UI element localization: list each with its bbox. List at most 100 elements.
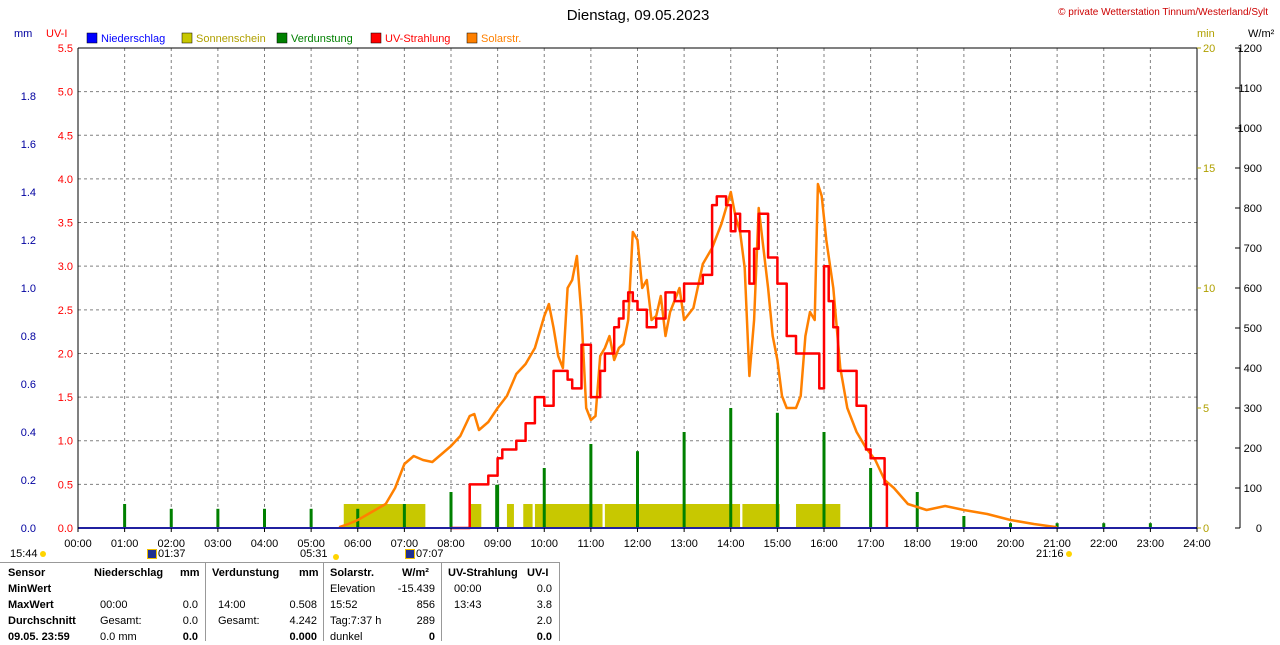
- mm-tick-label: 0.2: [21, 475, 36, 487]
- evaporation-bar: [1148, 523, 1152, 528]
- sunshine-block: [469, 504, 482, 528]
- moonset-time: 15:44: [10, 548, 38, 560]
- stat-s-time: Tag:7:37 h: [330, 615, 382, 627]
- uv-tick-label: 3.5: [58, 218, 73, 230]
- column-divider: [323, 562, 324, 641]
- stat-s-val: 289: [416, 615, 435, 627]
- header-niederschlag-unit: mm: [180, 567, 200, 579]
- header-solar-unit: W/m²: [402, 567, 429, 579]
- x-tick-label: 09:00: [484, 538, 512, 550]
- stat-v-time: 14:00: [218, 599, 246, 611]
- min-tick-label: 20: [1203, 43, 1215, 55]
- stat-n-val: 0.0: [182, 599, 198, 611]
- sunshine-block: [506, 504, 514, 528]
- mm-tick-label: 0.6: [21, 379, 36, 391]
- stat-n-time: 0.0 mm: [100, 631, 137, 643]
- min-tick-label: 0: [1203, 523, 1209, 535]
- min-tick-label: 10: [1203, 283, 1215, 295]
- legend-swatch: [466, 32, 478, 44]
- stat-s-time: Elevation: [330, 583, 376, 595]
- x-tick-label: 15:00: [764, 538, 792, 550]
- uv-tick-label: 0.0: [58, 523, 73, 535]
- sunrise-marker: 05:31: [300, 548, 328, 560]
- wm2-tick-label: 1000: [1238, 123, 1262, 135]
- sunset-marker: 21:16: [1036, 548, 1072, 560]
- uv-tick-label: 5.5: [58, 43, 73, 55]
- uv-tick-label: 1.0: [58, 436, 73, 448]
- stat-label: MaxWert: [8, 599, 54, 611]
- header-uv: UV-Strahlung: [448, 567, 518, 579]
- wm2-tick-label: 0: [1256, 523, 1262, 535]
- evaporation-bar: [402, 504, 406, 528]
- mm-tick-label: 1.4: [21, 187, 36, 199]
- moonset-marker: 15:44: [10, 548, 46, 560]
- moon-icon: [147, 549, 157, 560]
- wm2-tick-label: 900: [1244, 163, 1262, 175]
- legend-label: Verdunstung: [291, 33, 353, 45]
- uv-radiation-line: [451, 195, 889, 530]
- evaporation-bar: [216, 508, 220, 528]
- mm-axis-label: mm: [14, 28, 32, 40]
- header-niederschlag: Niederschlag: [94, 567, 164, 579]
- x-tick-label: 04:00: [251, 538, 279, 550]
- evaporation-bar: [449, 492, 453, 528]
- evaporation-bar: [822, 432, 826, 528]
- header-sensor: Sensor: [8, 567, 46, 579]
- wm2-tick-label: 700: [1244, 243, 1262, 255]
- chart-grid: [78, 48, 1197, 528]
- stat-u-val: 0.0: [536, 631, 552, 643]
- uv-tick-label: 4.0: [58, 174, 73, 186]
- sunshine-block: [742, 504, 780, 528]
- evaporation-bar: [496, 484, 500, 528]
- column-divider: [205, 562, 206, 641]
- header-uv-unit: UV-I: [527, 567, 549, 579]
- mm-tick-label: 1.6: [21, 139, 36, 151]
- x-tick-label: 03:00: [204, 538, 232, 550]
- x-tick-label: 12:00: [624, 538, 652, 550]
- wm2-tick-label: 400: [1244, 363, 1262, 375]
- statistics-table: Sensor Niederschlag mm Verdunstung mm So…: [0, 562, 1280, 643]
- x-tick-label: 19:00: [950, 538, 978, 550]
- sun-icon: [39, 551, 46, 558]
- mm-tick-label: 1.8: [21, 91, 36, 103]
- chart-title: Dienstag, 09.05.2023: [567, 7, 710, 24]
- x-tick-label: 08:00: [437, 538, 465, 550]
- moonrise-marker: 01:37: [147, 548, 186, 560]
- evaporation-bar: [869, 468, 873, 528]
- stat-n-time: Gesamt:: [100, 615, 142, 627]
- stat-s-val: 856: [416, 599, 435, 611]
- evaporation-bar: [169, 508, 173, 528]
- legend-label: Solarstr.: [481, 33, 521, 45]
- evaporation-bar: [263, 508, 266, 528]
- legend-swatch: [276, 32, 288, 44]
- x-tick-label: 13:00: [670, 538, 698, 550]
- evaporation-bar: [589, 444, 593, 528]
- uv-tick-label: 2.5: [58, 305, 73, 317]
- stat-u-time: 00:00: [454, 583, 482, 595]
- wm2-tick-label: 500: [1244, 323, 1262, 335]
- x-tick-label: 17:00: [857, 538, 885, 550]
- evaporation-bar: [915, 492, 919, 528]
- column-divider: [559, 562, 560, 641]
- stat-n-val: 0.0: [182, 631, 198, 643]
- wm2-tick-label: 100: [1244, 483, 1262, 495]
- moon-icon: [405, 549, 415, 560]
- axis-ticks: 0.0 0.2 0.4 0.6 0.8 1.0 1.2 1.4 1.6 1.8 0.0 0.5 1.0 1…: [21, 43, 1262, 550]
- sunshine-block: [604, 504, 741, 528]
- min-tick-label: 15: [1203, 163, 1215, 175]
- mm-tick-label: 0.8: [21, 331, 36, 343]
- moon-marker: 07:07: [405, 548, 444, 560]
- mm-tick-label: 1.2: [21, 235, 36, 247]
- x-tick-label: 01:00: [111, 538, 139, 550]
- stat-v-val: 4.242: [289, 615, 317, 627]
- uv-tick-label: 2.0: [58, 348, 73, 360]
- x-tick-label: 05:00: [297, 538, 325, 550]
- header-verdunstung: Verdunstung: [212, 567, 280, 579]
- sun-icon: [1065, 551, 1072, 558]
- uv-tick-label: 3.0: [58, 261, 73, 273]
- stat-s-time: dunkel: [330, 631, 363, 643]
- wm2-tick-label: 600: [1244, 283, 1262, 295]
- chart-legend: Niederschlag Sonnenschein Verdunstung UV-St…: [86, 32, 521, 45]
- stat-label: 09.05. 23:59: [8, 631, 70, 643]
- solar-radiation-line: [338, 182, 1058, 529]
